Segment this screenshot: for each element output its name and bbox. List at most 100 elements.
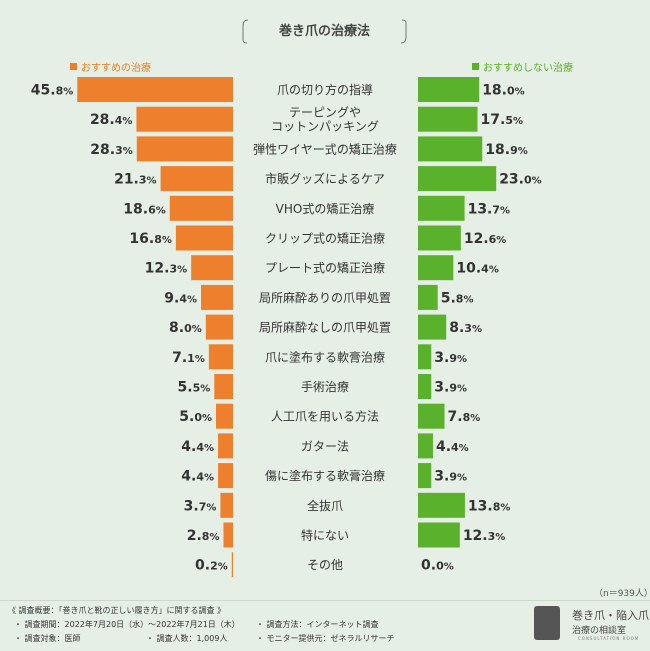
bar-recommended-12 bbox=[218, 433, 233, 459]
logo-mark-icon bbox=[534, 606, 560, 640]
bar-recommended-1 bbox=[136, 106, 233, 132]
category-label-15: 特にない bbox=[301, 528, 349, 543]
bar-recommended-0 bbox=[77, 77, 233, 102]
legend-swatch-green bbox=[472, 63, 479, 70]
bar-recommended-3 bbox=[160, 166, 233, 192]
category-label-3: 市販グッズによるケア bbox=[265, 171, 385, 186]
bar-recommended-14 bbox=[220, 492, 233, 518]
bar-recommended-16 bbox=[231, 552, 233, 578]
bar-recommended-13 bbox=[218, 463, 233, 489]
bar-recommended-2 bbox=[136, 136, 233, 162]
value-label-not-recommended-15: 12.3% bbox=[463, 528, 506, 544]
value-label-recommended-6: 12.3% bbox=[145, 261, 188, 277]
footer: 《 調査概要：「巻き爪と靴の正しい履き方」に関する調査 》 ・ 調査期間：202… bbox=[0, 600, 650, 651]
value-label-recommended-15: 2.8% bbox=[187, 528, 220, 544]
value-label-not-recommended-4: 13.7% bbox=[468, 201, 511, 217]
footer-period: ・ 調査期間：2022年7月20日（水）～2022年7月21日（木） bbox=[14, 620, 240, 629]
legend-not-recommended: おすすめしない治療 bbox=[472, 59, 573, 74]
category-label-4: VHO式の矯正治療 bbox=[276, 202, 375, 216]
bar-not-recommended-4 bbox=[418, 195, 465, 221]
category-label-16: その他 bbox=[307, 558, 343, 572]
value-label-recommended-1: 28.4% bbox=[90, 112, 133, 128]
bar-not-recommended-2 bbox=[418, 136, 483, 162]
value-label-not-recommended-14: 13.8% bbox=[468, 498, 511, 514]
bar-recommended-4 bbox=[169, 195, 233, 221]
category-label-7: 局所麻酔ありの爪甲処置 bbox=[259, 290, 391, 305]
value-label-recommended-16: 0.2% bbox=[195, 558, 228, 574]
logo-line3: CONSULTATION ROOM bbox=[578, 636, 640, 641]
legend-swatch-orange bbox=[70, 63, 77, 70]
value-label-recommended-7: 9.4% bbox=[164, 290, 197, 306]
value-label-recommended-5: 16.8% bbox=[129, 231, 172, 247]
bar-not-recommended-0 bbox=[418, 77, 480, 102]
bar-recommended-6 bbox=[191, 255, 233, 281]
bars-svg: 45.8% 18.0% 爪の切り方の指導 28.4% 17.5% テーピングやコットンパッ… bbox=[31, 77, 542, 578]
bar-not-recommended-7 bbox=[418, 284, 438, 310]
value-label-recommended-4: 18.6% bbox=[123, 201, 166, 217]
legend-label-not-recommended: おすすめしない治療 bbox=[483, 63, 573, 74]
bar-recommended-15 bbox=[223, 522, 233, 548]
value-label-not-recommended-5: 12.6% bbox=[464, 231, 507, 247]
footer-count: ・ 調査人数：1,009人 bbox=[146, 634, 228, 643]
category-label-12: ガター法 bbox=[301, 439, 349, 453]
bar-not-recommended-9 bbox=[418, 344, 432, 370]
bar-not-recommended-1 bbox=[418, 106, 478, 132]
value-label-not-recommended-11: 7.8% bbox=[448, 409, 481, 425]
category-label-6: プレート式の矯正治療 bbox=[265, 261, 385, 275]
value-label-not-recommended-2: 18.9% bbox=[485, 142, 528, 158]
bar-recommended-10 bbox=[214, 374, 233, 399]
bar-recommended-9 bbox=[208, 344, 233, 370]
category-label-9: 爪に塗布する軟膏治療 bbox=[265, 349, 385, 364]
category-label-11: 人工爪を用いる方法 bbox=[271, 409, 379, 424]
category-label-8: 局所麻酔なしの爪甲処置 bbox=[259, 320, 391, 335]
logo-line2: 治療の相談室 bbox=[572, 626, 627, 636]
bar-recommended-8 bbox=[205, 314, 233, 340]
legend-label-recommended: おすすめの治療 bbox=[81, 63, 151, 74]
footer-summary: 《 調査概要：「巻き爪と靴の正しい履き方」に関する調査 》 bbox=[8, 606, 226, 615]
logo: 巻き爪・陥入爪 治療の相談室 CONSULTATION ROOM bbox=[528, 604, 649, 644]
value-label-recommended-14: 3.7% bbox=[184, 498, 217, 514]
value-label-recommended-13: 4.4% bbox=[181, 469, 214, 485]
value-label-not-recommended-8: 8.3% bbox=[449, 320, 482, 336]
value-label-not-recommended-3: 23.0% bbox=[499, 172, 542, 188]
value-label-recommended-8: 8.0% bbox=[169, 320, 202, 336]
value-label-not-recommended-16: 0.0% bbox=[421, 558, 454, 574]
value-label-not-recommended-7: 5.8% bbox=[441, 290, 474, 306]
chart-title: 巻き爪の治療法 bbox=[278, 24, 370, 39]
category-label-10: 手術治療 bbox=[301, 380, 349, 394]
footer-provider: ・ モニター提供元：ゼネラルリサーチ bbox=[256, 634, 395, 643]
bar-recommended-5 bbox=[175, 225, 233, 251]
category-label-1: テーピングやコットンパッキング bbox=[271, 106, 379, 134]
bar-not-recommended-14 bbox=[418, 492, 465, 518]
logo-line1: 巻き爪・陥入爪 bbox=[572, 609, 649, 622]
value-label-not-recommended-10: 3.9% bbox=[434, 380, 467, 396]
value-label-recommended-0: 45.8% bbox=[31, 83, 74, 99]
bar-not-recommended-13 bbox=[418, 463, 432, 489]
value-label-not-recommended-0: 18.0% bbox=[482, 83, 525, 99]
bar-not-recommended-8 bbox=[418, 314, 447, 340]
category-label-13: 傷に塗布する軟膏治療 bbox=[265, 468, 385, 483]
bar-recommended-11 bbox=[216, 403, 233, 429]
bar-not-recommended-15 bbox=[418, 522, 460, 548]
value-label-not-recommended-6: 10.4% bbox=[456, 261, 499, 277]
value-label-recommended-3: 21.3% bbox=[114, 172, 157, 188]
sample-size-note: （n＝939人） bbox=[594, 589, 650, 599]
title-bracket bbox=[242, 19, 407, 44]
value-label-not-recommended-1: 17.5% bbox=[481, 112, 524, 128]
value-label-not-recommended-9: 3.9% bbox=[434, 350, 467, 366]
value-label-not-recommended-12: 4.4% bbox=[436, 439, 469, 455]
chart-title-box: 巻き爪の治療法 bbox=[242, 16, 407, 44]
category-label-14: 全抜爪 bbox=[307, 498, 343, 513]
legend-recommended: おすすめの治療 bbox=[70, 59, 151, 74]
bar-not-recommended-10 bbox=[418, 374, 432, 399]
bar-not-recommended-11 bbox=[418, 403, 445, 429]
bar-not-recommended-6 bbox=[418, 255, 454, 281]
bar-not-recommended-3 bbox=[418, 166, 497, 192]
value-label-recommended-10: 5.5% bbox=[178, 380, 211, 396]
value-label-recommended-9: 7.1% bbox=[172, 350, 205, 366]
bar-not-recommended-5 bbox=[418, 225, 461, 251]
category-label-5: クリップ式の矯正治療 bbox=[265, 232, 385, 246]
value-label-recommended-11: 5.0% bbox=[179, 409, 212, 425]
value-label-recommended-12: 4.4% bbox=[181, 439, 214, 455]
category-label-2: 弾性ワイヤー式の矯正治療 bbox=[253, 142, 397, 156]
